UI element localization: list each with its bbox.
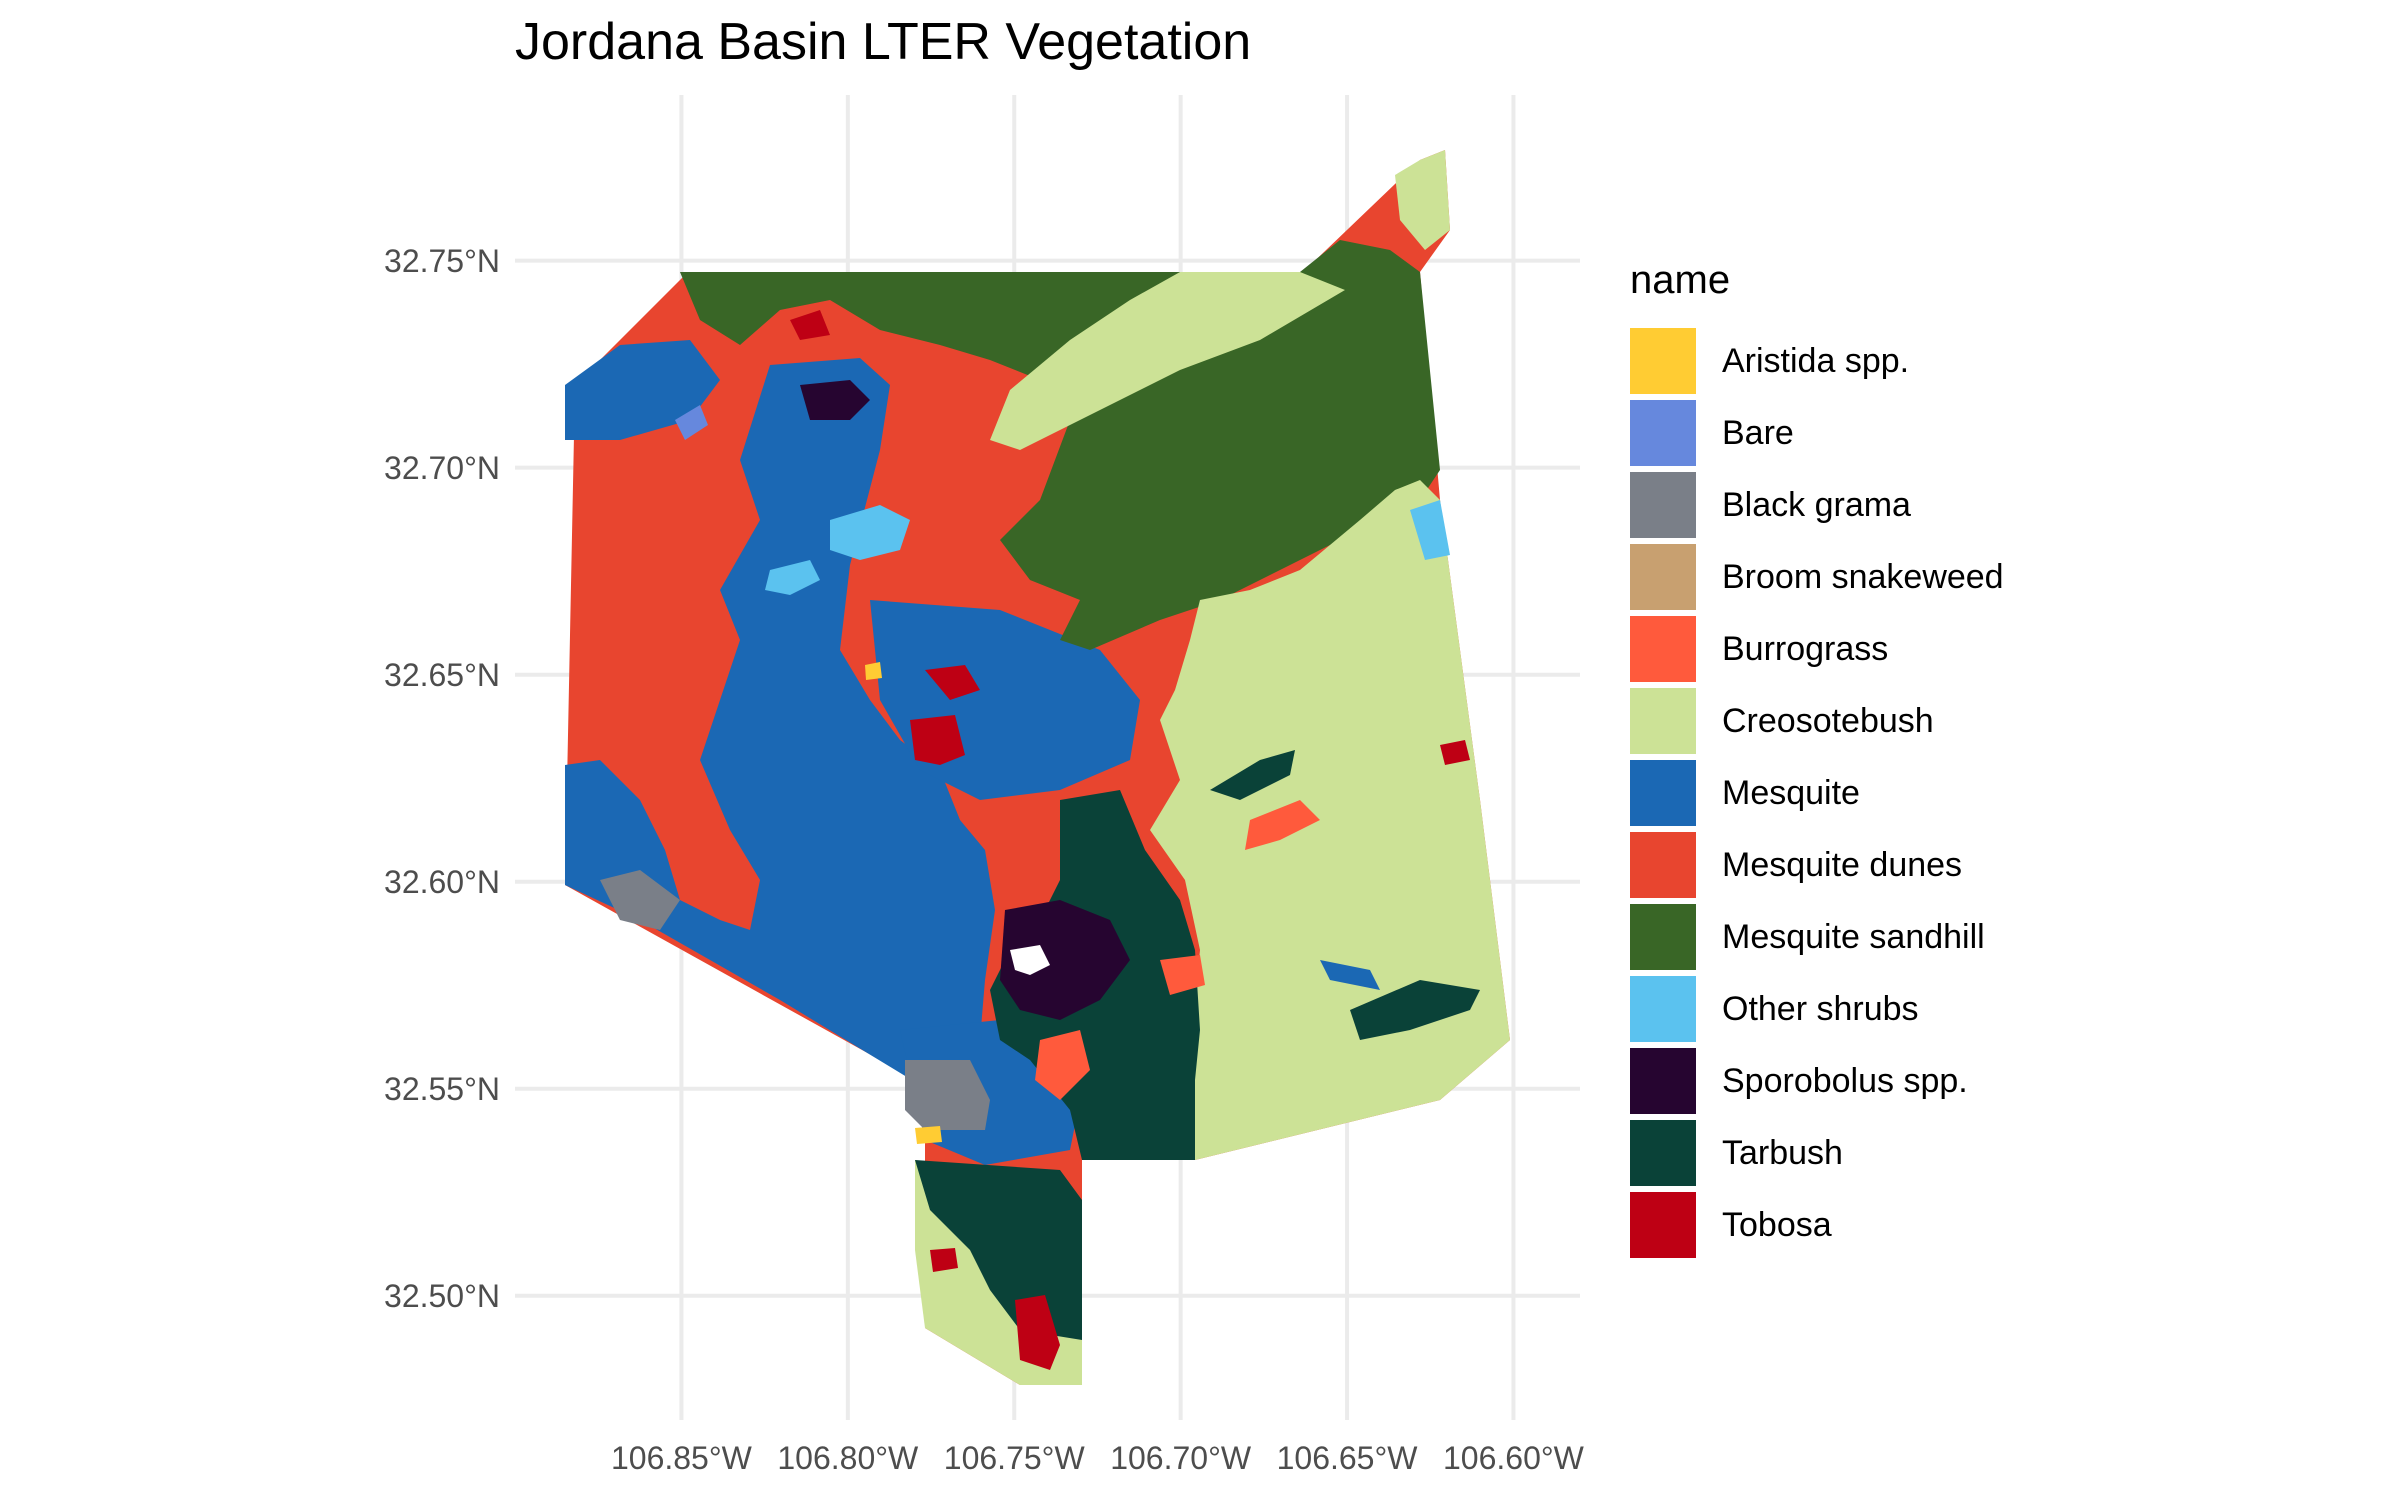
legend-item: Burrograss [1630,613,2004,685]
burrograss-patch [1035,1030,1090,1100]
bare-patch [1320,960,1380,990]
legend-label: Broom snakeweed [1722,557,2004,596]
bare-patch-2 [675,405,708,440]
y-tick-label: 32.70°N [384,449,500,486]
legend-item: Black grama [1630,469,2004,541]
legend-swatch [1630,328,1696,394]
creosotebush-region-ne [1395,150,1450,250]
tobosa-patch [910,715,965,765]
aristida-patch-2 [865,662,882,680]
legend-label: Mesquite dunes [1722,845,1963,884]
y-tick-label: 32.60°N [384,863,500,900]
tarbush-patch-east [1210,750,1295,800]
x-tick-label: 106.70°W [1110,1440,1252,1476]
x-tick-label: 106.60°W [1443,1440,1584,1476]
legend-swatch [1630,832,1696,898]
y-tick-label: 32.55°N [384,1070,500,1107]
legend-item: Creosotebush [1630,685,2004,757]
x-tick-label: 106.80°W [777,1440,919,1476]
legend-item: Aristida spp. [1630,325,2004,397]
y-tick-label: 32.50°N [384,1277,500,1314]
legend-swatch [1630,688,1696,754]
legend-label: Mesquite sandhill [1722,917,1985,956]
legend-item: Mesquite sandhill [1630,901,2004,973]
aristida-patch [915,1126,942,1144]
other-shrubs-patch-w [765,560,820,595]
legend-swatch [1630,904,1696,970]
legend-item: Mesquite [1630,757,2004,829]
legend-label: Mesquite [1722,773,1860,812]
sporobolus-patch-n [800,380,870,420]
y-tick-label: 32.65°N [384,656,500,693]
other-shrubs-patch-e [1410,500,1450,560]
legend-item: Bare [1630,397,2004,469]
tarbush-patch-east-2 [1350,980,1480,1040]
legend-item: Tobosa [1630,1189,2004,1261]
creosotebush-region [990,272,1345,450]
tobosa-patch-4 [930,1248,958,1272]
legend-swatch [1630,472,1696,538]
x-tick-label: 106.65°W [1276,1440,1418,1476]
legend-label: Tarbush [1722,1133,1843,1172]
x-tick-label: 106.75°W [943,1440,1085,1476]
legend-item: Sporobolus spp. [1630,1045,2004,1117]
legend-swatch [1630,1120,1696,1186]
legend-item: Broom snakeweed [1630,541,2004,613]
legend-item: Tarbush [1630,1117,2004,1189]
legend-label: Burrograss [1722,629,1889,668]
legend-swatch [1630,1048,1696,1114]
bare-white-patch [1010,945,1050,975]
legend-label: Aristida spp. [1722,341,1910,380]
black-grama-patch [905,1060,990,1130]
legend-label: Bare [1722,413,1794,452]
legend-swatch [1630,760,1696,826]
sporobolus-patch [1000,900,1130,1020]
legend-label: Tobosa [1722,1205,1832,1244]
legend-label: Other shrubs [1722,989,1919,1028]
tobosa-patch-2 [925,665,980,700]
legend-items: Aristida spp. Bare Black grama Broom snakew… [1630,325,2004,1261]
legend-label: Black grama [1722,485,1911,524]
mesquite-region-nw [565,340,720,440]
legend-label: Sporobolus spp. [1722,1061,1968,1100]
y-tick-label: 32.75°N [384,242,500,279]
tarbush-region-south [915,1160,1082,1340]
legend-item: Other shrubs [1630,973,2004,1045]
map-polygons [565,150,1510,1385]
legend: name Aristida spp. Bare Black grama Broom s… [1630,258,2004,1261]
black-grama-patch-w [600,870,680,930]
legend-swatch [1630,400,1696,466]
legend-swatch [1630,1192,1696,1258]
legend-label: Creosotebush [1722,701,1934,740]
legend-title: name [1630,258,1731,302]
legend-swatch [1630,976,1696,1042]
burrograss-patch-2 [1245,800,1320,850]
legend-swatch [1630,544,1696,610]
legend-swatch [1630,616,1696,682]
burrograss-patch-3 [1160,955,1205,995]
other-shrubs-patch [830,505,910,560]
tobosa-patch-6 [790,310,830,340]
tobosa-patch-5 [1440,740,1470,765]
map-title: Jordana Basin LTER Vegetation [515,13,1252,71]
x-tick-label: 106.85°W [610,1440,752,1476]
legend-item: Mesquite dunes [1630,829,2004,901]
tobosa-patch-3 [1015,1295,1060,1370]
